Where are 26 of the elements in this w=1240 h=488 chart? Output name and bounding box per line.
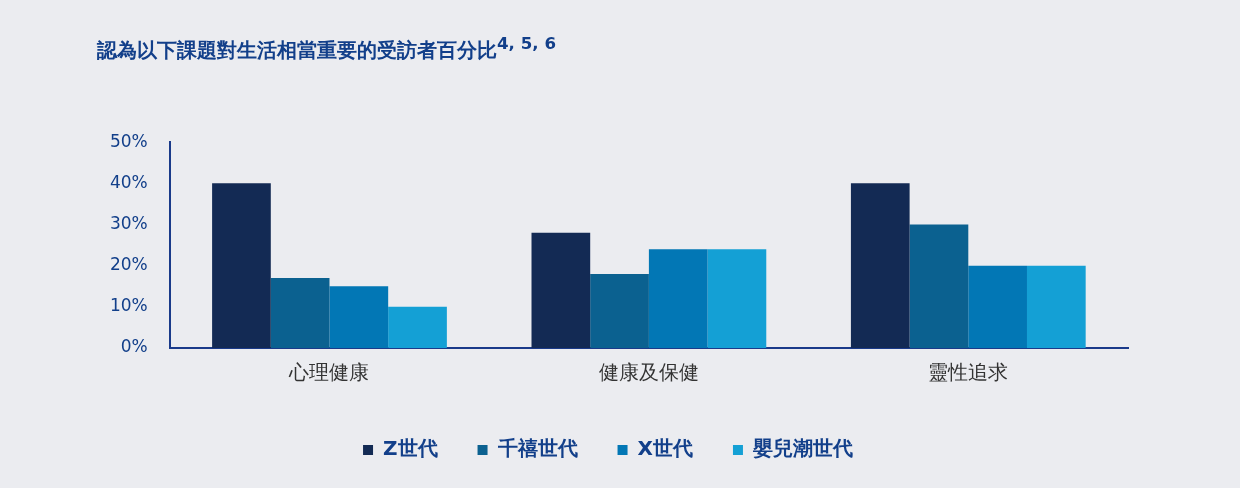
- legend-label: 千禧世代: [496, 436, 578, 461]
- bar: [909, 224, 969, 348]
- chart-title: 認為以下課題對生活相當重要的受訪者百分比$^{4, 5, 6}$: [97, 34, 557, 64]
- bar: [388, 306, 447, 348]
- y-tick-label: 10%: [109, 295, 148, 316]
- bar: [212, 183, 271, 348]
- bar: [270, 278, 330, 348]
- x-tick-label: 靈性追求: [928, 360, 1009, 385]
- legend-label: X世代: [637, 436, 693, 461]
- y-tick-label: 20%: [109, 254, 148, 275]
- bar: [648, 249, 708, 348]
- y-tick-label: 0%: [120, 336, 148, 357]
- bar: [707, 249, 767, 348]
- legend-label: Z世代: [383, 436, 438, 461]
- bar: [531, 232, 591, 348]
- bar: [850, 183, 910, 348]
- x-tick-label: 健康及保健: [598, 360, 699, 385]
- bar: [1026, 265, 1086, 348]
- y-tick-label: 50%: [109, 130, 148, 151]
- legend-label: 嬰兒潮世代: [751, 436, 853, 461]
- y-tick-label: 30%: [109, 212, 148, 233]
- x-tick-label: 心理健康: [288, 360, 370, 385]
- bar: [968, 265, 1027, 348]
- y-tick-label: 40%: [109, 171, 148, 192]
- bar: [329, 286, 389, 348]
- bar: [590, 273, 649, 348]
